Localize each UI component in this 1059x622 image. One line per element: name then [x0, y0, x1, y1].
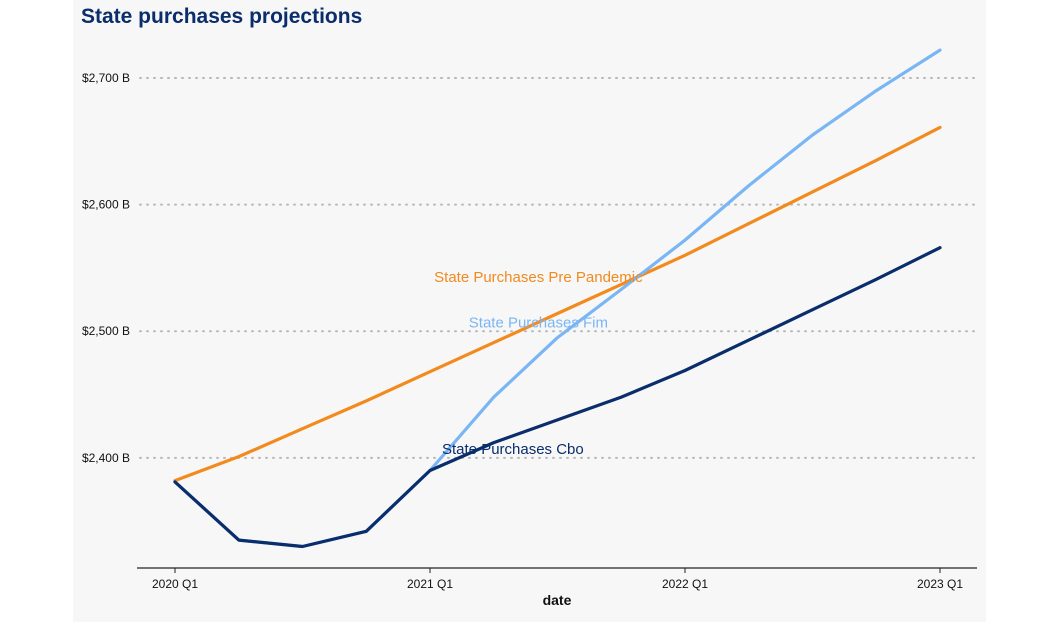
gridlines: [139, 76, 978, 459]
series-label-state-purchases-pre-pandemic: State Purchases Pre Pandemic: [434, 269, 643, 286]
series-line-state-purchases-cbo: [173, 246, 942, 549]
y-tick-label: $2,500 B: [82, 324, 130, 338]
series-line-state-purchases-fim: [173, 48, 942, 549]
x-axis-title: date: [543, 592, 572, 608]
x-tick-label: 2020 Q1: [152, 577, 198, 591]
x-axis: 2020 Q1 2021 Q1 2022 Q1 2023 Q1: [137, 567, 977, 591]
plot-panel: [73, 0, 986, 622]
series-label-state-purchases-fim: State Purchases Fim: [469, 314, 608, 331]
y-axis: $2,400 B $2,500 B $2,600 B $2,700 B: [82, 71, 130, 465]
x-tick-label: 2023 Q1: [917, 577, 963, 591]
series-label-state-purchases-cbo: State Purchases Cbo: [442, 441, 584, 458]
y-tick-label: $2,700 B: [82, 71, 130, 85]
y-tick-label: $2,600 B: [82, 198, 130, 212]
x-tick-label: 2021 Q1: [407, 577, 453, 591]
y-tick-label: $2,400 B: [82, 451, 130, 465]
x-tick-label: 2022 Q1: [662, 577, 708, 591]
series-line-state-purchases-pre-pandemic: [173, 125, 942, 483]
series-labels: State Purchases Pre Pandemic State Purcha…: [434, 269, 643, 458]
series-lines: [173, 48, 942, 549]
chart-title: State purchases projections: [81, 5, 363, 28]
